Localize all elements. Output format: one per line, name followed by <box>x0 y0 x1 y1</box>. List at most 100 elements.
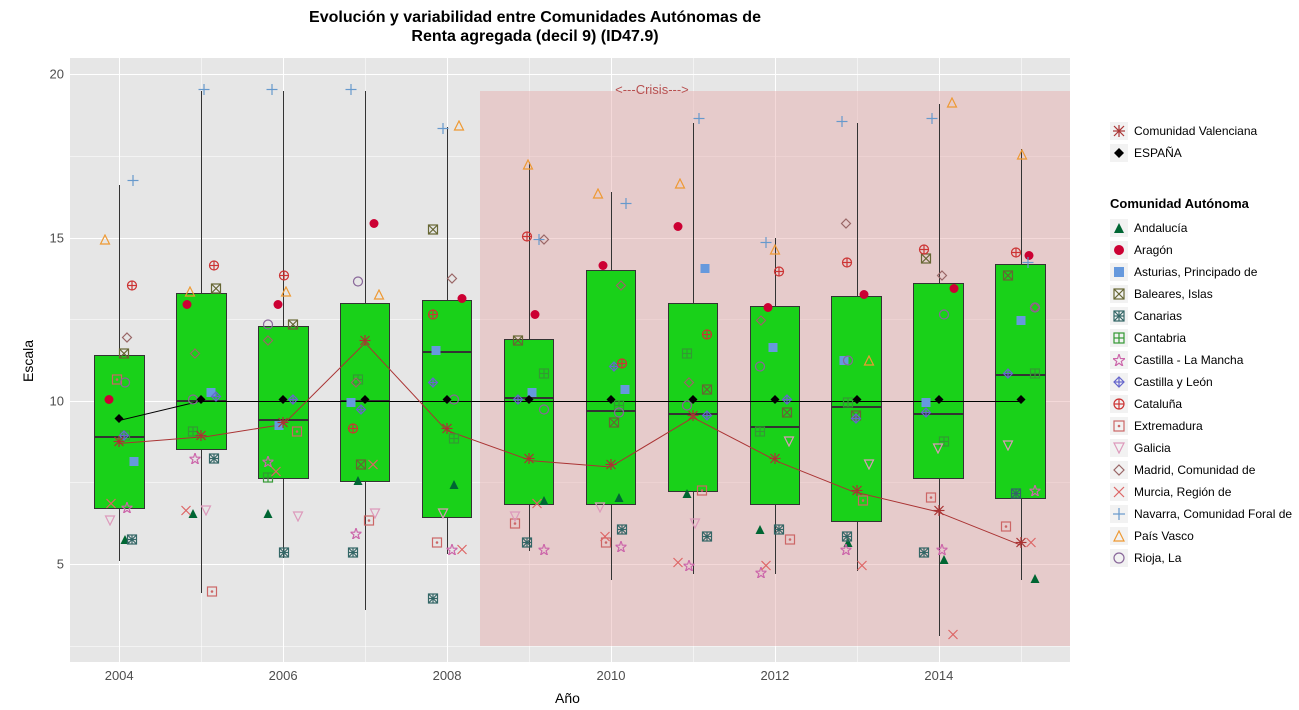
data-point <box>128 454 139 472</box>
legend-item-label: Asturias, Principado de <box>1134 265 1257 279</box>
y-axis-label: Escala <box>20 340 36 382</box>
legend-item-label: Navarra, Comunidad Foral de <box>1134 507 1292 521</box>
chart-title: Evolución y variabilidad entre Comunidad… <box>0 8 1070 46</box>
data-point <box>1017 147 1028 165</box>
legend-item-label: Galicia <box>1134 441 1171 455</box>
data-point <box>370 506 381 524</box>
legend-title: Comunidad Autónoma <box>1110 196 1292 211</box>
legend-marker-icon <box>1110 329 1128 347</box>
data-point <box>702 529 713 547</box>
legend-item-label: Baleares, Islas <box>1134 287 1213 301</box>
crisis-label: <---Crisis---> <box>615 82 689 97</box>
data-point <box>851 392 862 410</box>
data-point <box>538 366 549 384</box>
data-point <box>693 111 704 129</box>
data-point <box>292 509 303 527</box>
legend-comunidad-autonoma: Comunidad AutónomaAndalucíaAragónAsturia… <box>1110 196 1292 569</box>
data-point <box>687 392 698 410</box>
data-point <box>447 271 458 289</box>
data-point <box>530 307 541 325</box>
data-point <box>369 216 380 234</box>
data-point <box>1003 366 1014 384</box>
data-point <box>683 558 694 576</box>
data-point <box>201 503 212 521</box>
data-point <box>1015 392 1026 410</box>
data-point <box>538 542 549 560</box>
data-point <box>288 317 299 335</box>
data-point <box>373 287 384 305</box>
data-point <box>919 545 930 563</box>
data-point <box>196 392 207 410</box>
legend-item-label: Aragón <box>1134 243 1173 257</box>
legend-item-label: Castilla y León <box>1134 375 1213 389</box>
data-point <box>351 375 362 393</box>
data-point <box>442 421 453 439</box>
data-point <box>597 258 608 276</box>
boxplot-box <box>176 293 227 450</box>
data-point <box>126 278 137 296</box>
data-point <box>769 392 780 410</box>
data-point <box>437 121 448 139</box>
legend-marker-icon <box>1110 505 1128 523</box>
x-tick-label: 2014 <box>924 668 953 683</box>
legend-marker-icon <box>1110 483 1128 501</box>
data-point <box>697 483 708 501</box>
data-point <box>353 473 364 491</box>
data-point <box>538 402 549 420</box>
legend-marker-icon <box>1110 122 1128 140</box>
data-point <box>348 545 359 563</box>
data-point <box>755 424 766 442</box>
data-point <box>185 284 196 302</box>
data-point <box>840 216 851 234</box>
data-point <box>781 392 792 410</box>
legend-item-label: Rioja, La <box>1134 551 1181 565</box>
legend-item-label: ESPAÑA <box>1134 146 1182 160</box>
y-tick-label: 20 <box>30 67 64 82</box>
data-point <box>760 558 771 576</box>
data-point <box>524 451 535 469</box>
legend-item: Murcia, Región de <box>1110 481 1292 503</box>
data-point <box>864 353 875 371</box>
data-point <box>209 451 220 469</box>
data-point <box>1030 300 1041 318</box>
y-tick-label: 10 <box>30 393 64 408</box>
legend-item-label: Canarias <box>1134 309 1182 323</box>
data-point <box>356 457 367 475</box>
data-point <box>936 268 947 286</box>
y-tick-label: 15 <box>30 230 64 245</box>
data-point <box>851 483 862 501</box>
data-point <box>288 392 299 410</box>
x-tick-label: 2004 <box>105 668 134 683</box>
x-tick-label: 2012 <box>760 668 789 683</box>
legend-item: Extremadura <box>1110 415 1292 437</box>
data-point <box>105 496 116 514</box>
data-point <box>675 176 686 194</box>
data-point <box>1030 571 1041 589</box>
data-point <box>103 392 114 410</box>
data-point <box>594 500 605 518</box>
data-point <box>279 545 290 563</box>
legend-marker-icon <box>1110 373 1128 391</box>
data-point <box>1001 519 1012 537</box>
legend-item: Galicia <box>1110 437 1292 459</box>
legend-marker-icon <box>1110 527 1128 545</box>
y-tick-label: 5 <box>30 557 64 572</box>
legend-item: Asturias, Principado de <box>1110 261 1292 283</box>
data-point <box>919 242 930 260</box>
data-point <box>114 411 125 429</box>
legend-marker-icon <box>1110 351 1128 369</box>
data-point <box>456 542 467 560</box>
legend-item-label: País Vasco <box>1134 529 1194 543</box>
data-point <box>427 222 438 240</box>
legend-item-label: Cantabria <box>1134 331 1186 345</box>
data-point <box>1010 486 1021 504</box>
data-point <box>936 542 947 560</box>
legend-marker-icon <box>1110 439 1128 457</box>
data-point <box>920 405 931 423</box>
legend-marker-icon <box>1110 219 1128 237</box>
data-point <box>456 291 467 309</box>
data-point <box>1002 438 1013 456</box>
data-point <box>360 333 371 351</box>
data-point <box>513 333 524 351</box>
data-point <box>683 375 694 393</box>
